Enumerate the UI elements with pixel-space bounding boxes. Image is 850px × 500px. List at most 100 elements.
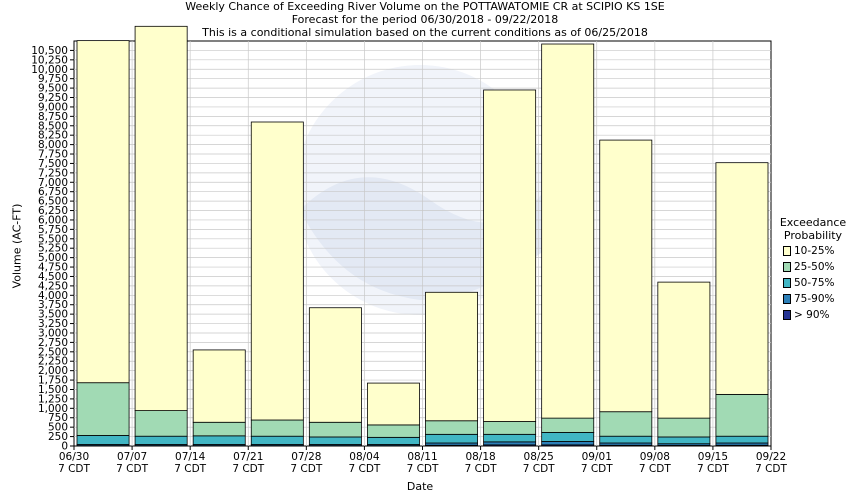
x-tick-label-date: 07/21 — [233, 451, 263, 463]
y-tick-label: 10,500 — [31, 45, 68, 57]
legend-swatch — [783, 294, 791, 304]
y-tick-label: 8,500 — [38, 120, 68, 132]
bar-segment — [367, 436, 420, 445]
legend-item: 50-75% — [783, 275, 835, 291]
bar-segment — [657, 417, 711, 438]
y-tick-label: 3,000 — [38, 327, 68, 339]
bar-segment — [483, 421, 537, 435]
bar-segment — [425, 420, 478, 435]
y-tick-label: 5,750 — [38, 224, 68, 236]
y-tick-label: 7,500 — [38, 158, 68, 170]
y-tick-label: 9,500 — [38, 83, 68, 95]
y-tick-label: 5,000 — [38, 252, 68, 264]
y-tick-label: 2,500 — [38, 346, 68, 358]
legend-item: 25-50% — [783, 259, 835, 275]
y-tick-label: 7,750 — [38, 149, 68, 161]
bar-segment — [134, 435, 188, 445]
bar-segment — [192, 349, 246, 423]
y-tick-label: 3,500 — [38, 309, 68, 321]
x-tick-label-time: 7 CDT — [58, 463, 90, 475]
bar-segment — [192, 421, 246, 437]
x-tick-label-time: 7 CDT — [116, 463, 148, 475]
y-tick-label: 6,500 — [38, 196, 68, 208]
chart-subtitle-conditions: This is a conditional simulation based o… — [202, 26, 648, 39]
legend-title-line-2: Probability — [783, 229, 843, 242]
legend-item: 75-90% — [783, 291, 835, 307]
y-tick-label: 6,250 — [38, 205, 68, 217]
bar-segment — [599, 435, 653, 444]
bar-segment — [367, 382, 420, 426]
bar-segment — [250, 121, 304, 421]
bar-segment — [76, 40, 130, 384]
y-tick-label: 4,500 — [38, 271, 68, 283]
y-tick-label: 9,250 — [38, 92, 68, 104]
bar-segment — [483, 441, 537, 446]
legend-item: > 90% — [783, 307, 835, 323]
x-tick-label-time: 7 CDT — [581, 463, 613, 475]
x-tick-label-time: 7 CDT — [697, 463, 729, 475]
bar-segment — [715, 393, 769, 437]
bar-segment — [308, 307, 362, 423]
y-axis-label: Volume (AC-FT) — [10, 203, 24, 289]
x-tick-label-date: 07/28 — [291, 451, 321, 463]
legend-item: 10-25% — [783, 243, 835, 259]
y-tick-label: 9,750 — [38, 73, 68, 85]
y-tick-label: 7,250 — [38, 167, 68, 179]
x-tick-label-date: 09/15 — [698, 451, 728, 463]
y-tick-label: 6,750 — [38, 186, 68, 198]
chart-subtitle-forecast: Forecast for the period 06/30/2018 - 09/… — [291, 13, 559, 26]
x-tick-label-date: 08/04 — [349, 451, 380, 463]
legend-label: 75-90% — [794, 293, 835, 305]
legend-swatch — [783, 262, 791, 272]
x-tick-label-time: 7 CDT — [465, 463, 497, 475]
y-tick-label: 8,250 — [38, 130, 68, 142]
y-tick-label: 500 — [48, 422, 68, 434]
bar-segment — [599, 139, 653, 413]
legend-label: > 90% — [794, 309, 830, 321]
chart-title: Weekly Chance of Exceeding River Volume … — [185, 0, 665, 13]
y-tick-label: 2,250 — [38, 356, 68, 368]
x-tick-label-date: 08/25 — [524, 451, 554, 463]
y-tick-label: 3,750 — [38, 299, 68, 311]
x-tick-label-date: 07/07 — [117, 451, 147, 463]
x-tick-label-date: 08/18 — [465, 451, 495, 463]
bar-segment — [541, 441, 595, 446]
bar-segment — [134, 410, 188, 437]
y-tick-label: 750 — [48, 412, 68, 424]
bar-segment — [657, 281, 711, 419]
x-tick-label-time: 7 CDT — [290, 463, 322, 475]
y-tick-label: 5,500 — [38, 233, 68, 245]
x-tick-label-date: 06/30 — [59, 451, 89, 463]
x-tick-label-time: 7 CDT — [232, 463, 264, 475]
y-tick-label: 9,000 — [38, 101, 68, 113]
bar-segment — [541, 43, 595, 419]
y-tick-label: 1,500 — [38, 384, 68, 396]
bar-segment — [76, 382, 130, 436]
x-tick-label-time: 7 CDT — [174, 463, 206, 475]
y-tick-label: 1,000 — [38, 403, 68, 415]
bar-segment — [308, 421, 362, 438]
x-tick-label-date: 09/08 — [640, 451, 670, 463]
y-tick-label: 8,750 — [38, 111, 68, 123]
y-tick-label: 10,000 — [31, 64, 68, 76]
y-tick-label: 8,000 — [38, 139, 68, 151]
y-tick-label: 4,000 — [38, 290, 68, 302]
x-tick-label-time: 7 CDT — [523, 463, 555, 475]
legend-title: Exceedance Probability — [776, 216, 850, 242]
legend-label: 10-25% — [794, 245, 835, 257]
y-tick-label: 6,000 — [38, 214, 68, 226]
x-axis-label: Date — [406, 480, 434, 493]
bar-segment — [483, 89, 537, 422]
x-tick-label-time: 7 CDT — [755, 463, 787, 475]
legend-title-line-1: Exceedance — [779, 216, 847, 229]
chart-title-block: Weekly Chance of Exceeding River Volume … — [0, 0, 850, 39]
y-tick-label: 5,250 — [38, 243, 68, 255]
bar-segment — [541, 432, 595, 442]
x-tick-label-date: 07/14 — [175, 451, 206, 463]
legend-swatch — [783, 310, 791, 320]
bar-segment — [367, 424, 420, 438]
bar-segment — [250, 435, 304, 445]
bar-segment — [425, 433, 478, 444]
bar-segment — [483, 433, 537, 443]
